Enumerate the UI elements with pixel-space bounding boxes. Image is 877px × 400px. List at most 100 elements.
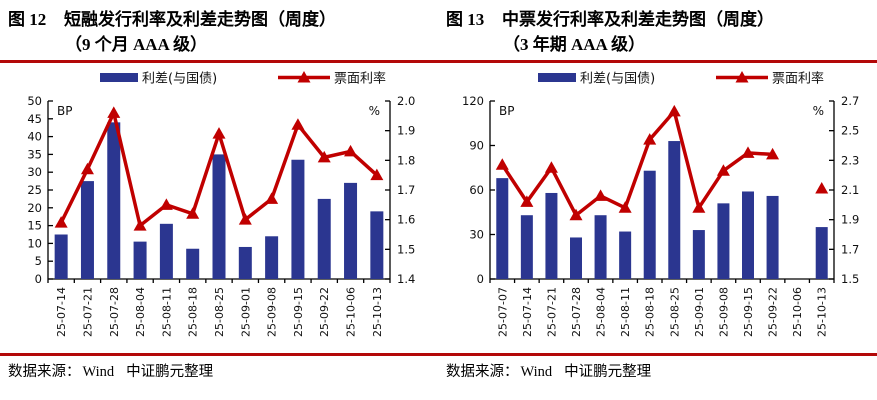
left-axis-tick-label: 40 — [27, 130, 42, 144]
triangle-marker-icon — [186, 207, 200, 219]
x-axis-category-label: 25-10-13 — [371, 287, 384, 337]
spread-bar — [643, 170, 656, 280]
triangle-marker-icon — [766, 148, 780, 160]
x-axis-category-label: 25-09-15 — [292, 287, 305, 337]
spread-bar — [520, 215, 533, 280]
x-axis-category-label: 25-08-18 — [187, 287, 200, 337]
spread-bar — [291, 159, 305, 280]
legend-line-label: 票面利率 — [334, 71, 386, 87]
x-axis-category-label: 25-07-28 — [570, 287, 583, 337]
spread-bar — [212, 154, 226, 280]
right-axis-tick-label: 1.6 — [397, 213, 415, 227]
triangle-marker-icon — [741, 146, 755, 159]
right-axis-tick-label: 1.5 — [397, 242, 415, 256]
x-axis-category-label: 25-08-18 — [644, 287, 657, 337]
source-org: 中证鹏元整理 — [564, 364, 652, 381]
triangle-marker-icon — [317, 151, 331, 163]
spread-bar — [496, 178, 509, 280]
right-axis-tick-label: 2.0 — [397, 94, 415, 108]
legend-bar-swatch-icon — [100, 73, 138, 83]
triangle-marker-icon — [291, 118, 305, 130]
x-axis-category-label: 25-07-07 — [496, 287, 509, 337]
right-axis-tick-label: 1.5 — [841, 272, 859, 286]
x-axis-category-label: 25-09-08 — [717, 287, 730, 337]
figure-12-title-block: 图 12 短融发行利率及利差走势图（周度） （9 个月 AAA 级） — [0, 7, 438, 57]
left-axis-tick-label: 0 — [477, 272, 484, 286]
triangle-marker-icon — [569, 208, 583, 221]
spread-bar — [742, 191, 754, 280]
figure-12-subtitle: （9 个月 AAA 级） — [65, 34, 208, 54]
source-org: 中证鹏元整理 — [126, 364, 214, 381]
left-axis-tick-label: 5 — [35, 254, 42, 268]
data-source-left: 数据来源： Wind 中证鹏元整理 — [0, 360, 438, 381]
x-axis-category-label: 25-10-06 — [345, 287, 358, 337]
triangle-marker-icon — [238, 213, 252, 225]
x-axis-category-label: 25-09-08 — [266, 287, 279, 337]
triangle-marker-icon — [344, 145, 358, 157]
spread-bar — [815, 227, 828, 280]
chart-figure-13-svg: 利差(与国债) 票面利率 0 30 60 90 120 1.5 1.7 1.9 2.1 2.3 2.5 2… — [462, 71, 859, 337]
spread-bar — [692, 230, 705, 280]
triangle-marker-icon — [815, 182, 829, 194]
spread-bar — [594, 215, 607, 280]
chart-figure-13: 利差(与国债) 票面利率 0 30 60 90 120 1.5 1.7 1.9 2.1 2.3 2.5 2… — [438, 63, 876, 353]
x-axis-category-label: 25-09-01 — [693, 287, 706, 337]
triangle-marker-icon — [80, 162, 94, 175]
legend-bar-swatch-icon — [538, 73, 576, 83]
spread-bar — [370, 211, 384, 280]
right-axis-tick-label: 2.7 — [841, 94, 859, 108]
right-axis-tick-label: 1.8 — [397, 153, 415, 167]
triangle-marker-icon — [692, 201, 706, 213]
chart-figure-12-svg: 利差(与国债) 票面利率 0 5 10 15 20 25 30 35 40 45 50 1.4 1.5 1.6… — [27, 71, 415, 337]
titles-row: 图 12 短融发行利率及利差走势图（周度） （9 个月 AAA 级） 图 13 … — [0, 0, 877, 57]
x-axis-category-label: 25-09-01 — [239, 287, 252, 337]
left-axis-tick-label: 30 — [469, 228, 484, 242]
x-axis-category-label: 25-08-04 — [595, 287, 608, 337]
right-axis-tick-label: 2.1 — [841, 183, 859, 197]
spread-bar — [766, 196, 779, 280]
triangle-marker-icon — [54, 216, 68, 228]
left-axis-tick-label: 120 — [462, 94, 484, 108]
top-divider-rule — [0, 60, 877, 64]
x-axis-category-label: 25-07-28 — [108, 287, 121, 337]
x-axis-category-label: 25-08-11 — [619, 287, 632, 337]
triangle-marker-icon — [667, 105, 681, 117]
spread-bar — [317, 199, 331, 280]
x-axis-category-label: 25-08-04 — [134, 287, 147, 337]
triangle-marker-icon — [265, 192, 279, 205]
spread-bar — [570, 237, 582, 280]
data-source-right: 数据来源： Wind 中证鹏元整理 — [438, 360, 876, 381]
right-axis-tick-label: 1.9 — [841, 213, 859, 227]
spread-bar — [107, 122, 121, 280]
triangle-marker-icon — [618, 201, 632, 213]
spread-bar — [54, 234, 68, 280]
spread-bar — [238, 247, 252, 280]
triangle-marker-icon — [107, 106, 121, 119]
left-axis-tick-label: 25 — [27, 183, 42, 197]
right-axis-tick-label: 2.5 — [841, 124, 859, 138]
x-axis-category-label: 25-07-21 — [81, 287, 94, 337]
legend-triangle-marker-icon — [297, 71, 311, 83]
triangle-marker-icon — [544, 161, 558, 173]
spread-bar — [186, 248, 200, 280]
triangle-marker-icon — [594, 189, 608, 202]
x-axis-category-label: 25-07-14 — [55, 287, 68, 337]
source-wind: Wind — [520, 364, 553, 381]
right-axis-tick-label: 1.9 — [397, 124, 415, 138]
left-axis-tick-label: 35 — [27, 148, 42, 162]
triangle-marker-icon — [133, 219, 147, 231]
source-wind: Wind — [82, 364, 115, 381]
sources-row: 数据来源： Wind 中证鹏元整理 数据来源： Wind 中证鹏元整理 — [0, 360, 877, 381]
chart-figure-12: 利差(与国债) 票面利率 0 5 10 15 20 25 30 35 40 45 50 1.4 1.5 1.6… — [0, 63, 438, 353]
spread-bar — [344, 183, 358, 280]
spread-bar — [159, 223, 173, 280]
right-axis-tick-label: 1.7 — [841, 242, 859, 256]
spread-bar — [133, 241, 147, 280]
triangle-marker-icon — [212, 127, 226, 139]
coupon-rate-line — [500, 107, 773, 219]
left-axis-tick-label: 15 — [27, 219, 42, 233]
left-axis-unit-label: BP — [499, 104, 514, 118]
spread-bar — [619, 231, 632, 280]
figure-12-label: 图 12 — [8, 10, 47, 29]
charts-row: 利差(与国债) 票面利率 0 5 10 15 20 25 30 35 40 45 50 1.4 1.5 1.6… — [0, 63, 877, 353]
